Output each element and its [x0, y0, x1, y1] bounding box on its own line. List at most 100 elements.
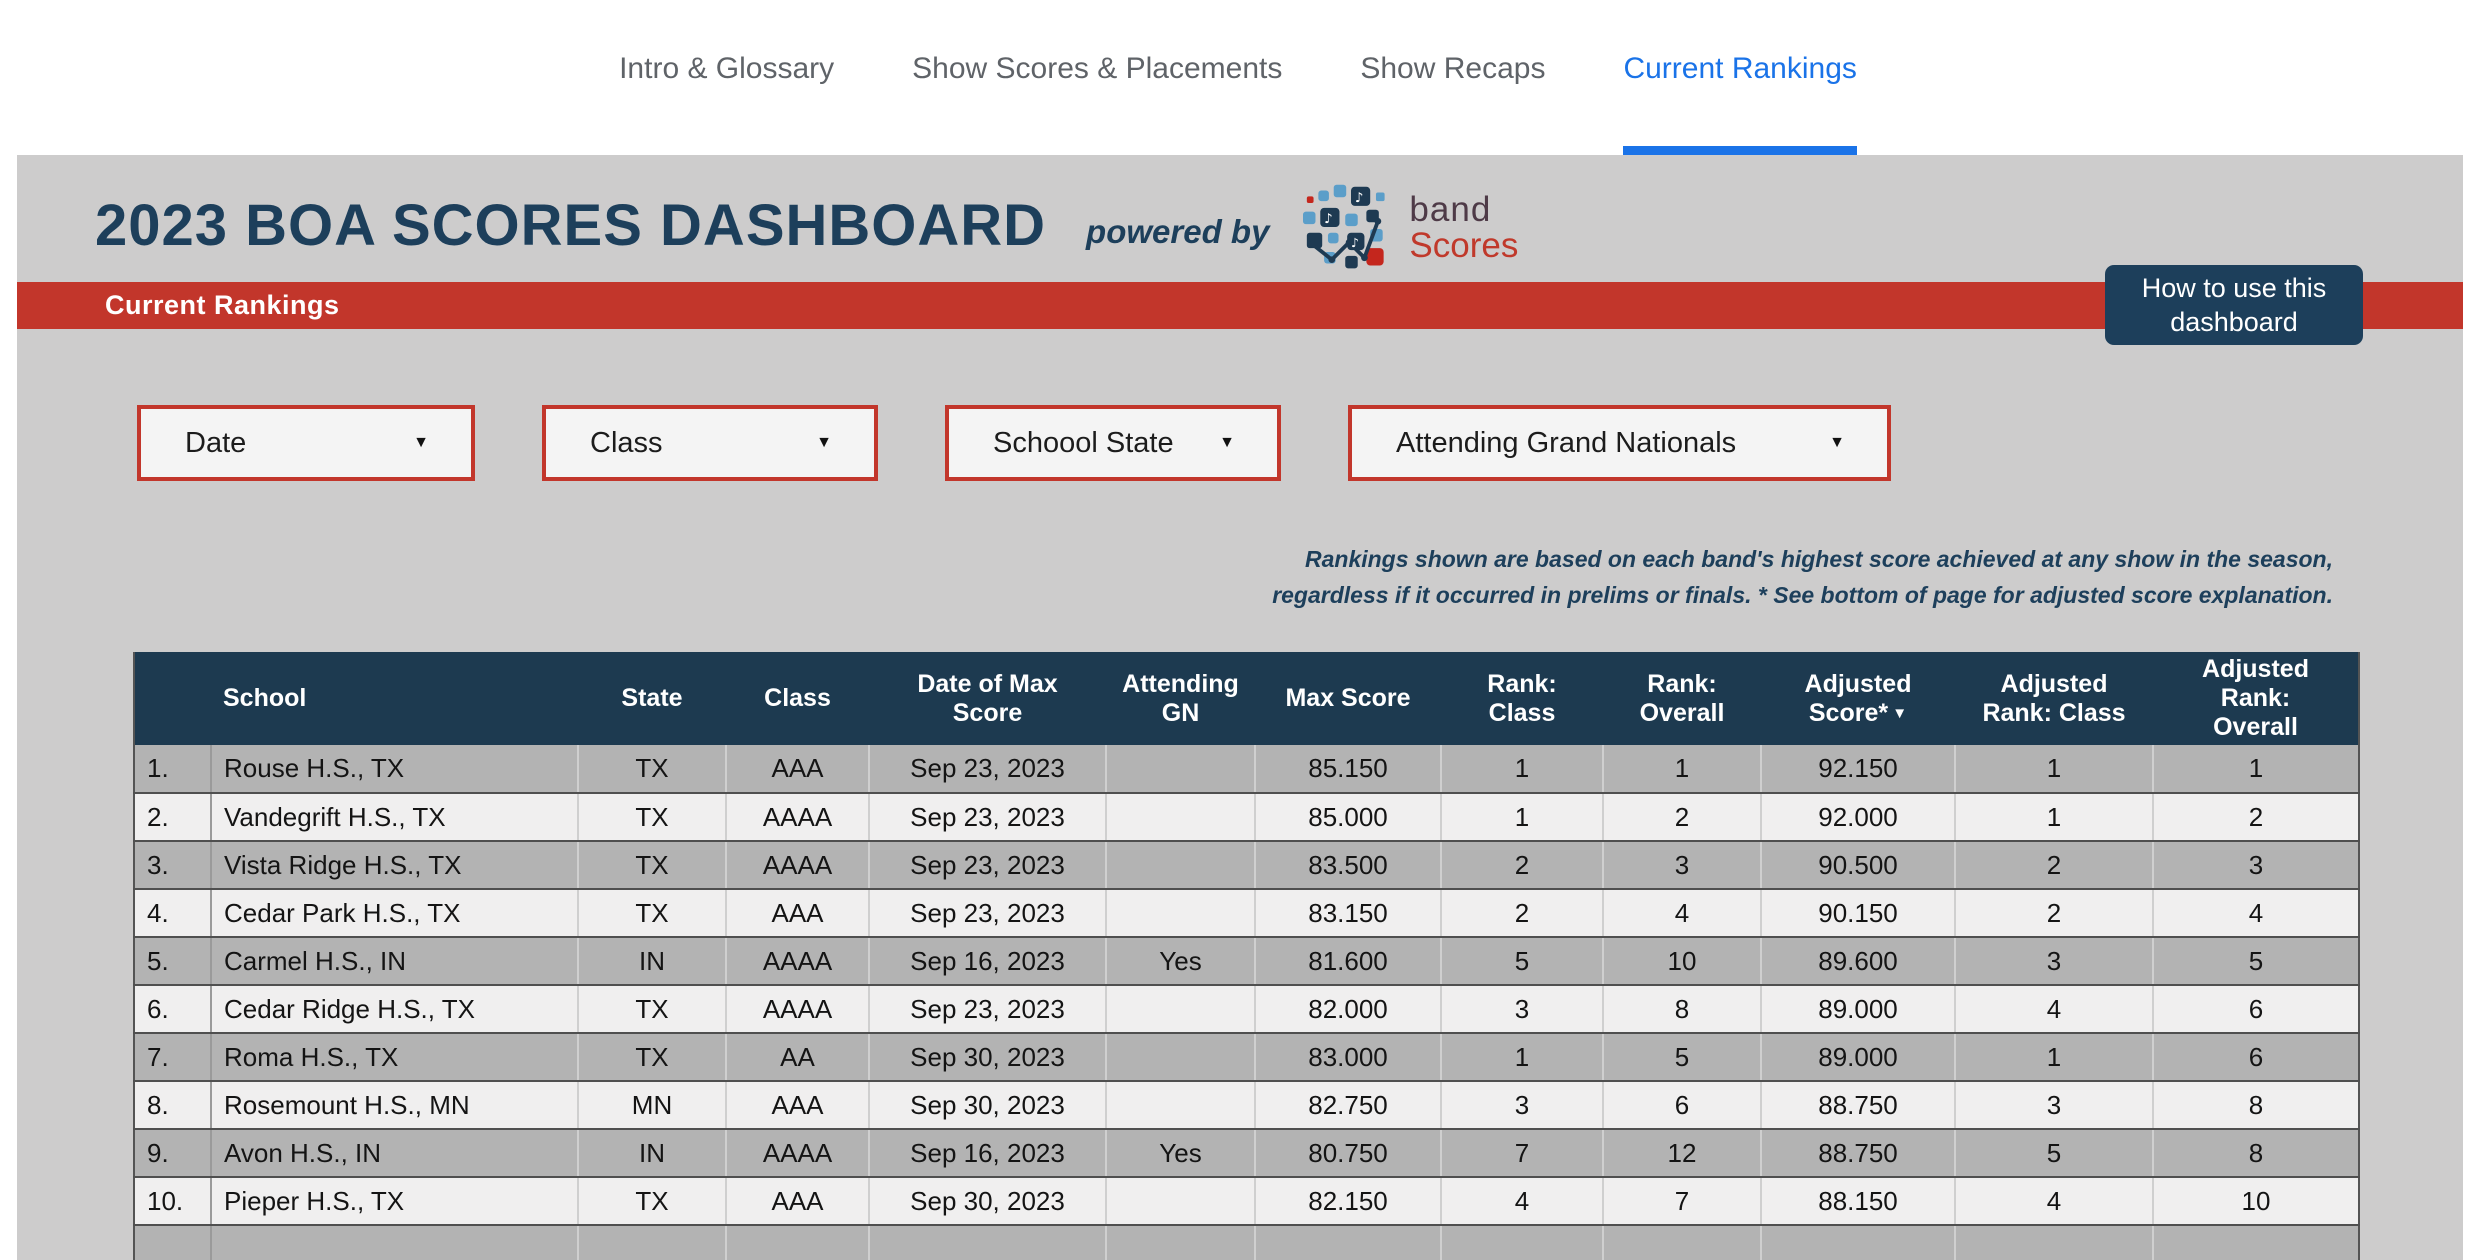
rank-number-cell: 10.	[134, 1177, 211, 1226]
bandscores-logo: ♪ ♪ ♪ band Scores	[1303, 184, 1518, 272]
dropdown-caret-icon: ▼	[816, 434, 832, 451]
column-header-adjusted-score[interactable]: Adjusted Score* ▼	[1761, 652, 1955, 745]
adjusted-rank-class-cell: 2	[1954, 889, 2153, 938]
filter-label: Schoool State	[993, 426, 1174, 459]
page-title: 2023 BOA SCORES DASHBOARD	[95, 192, 1047, 258]
class-cell: AAA	[725, 1177, 869, 1226]
date-cell: Sep 30, 2023	[868, 1177, 1106, 1226]
rankings-note: Rankings shown are based on each band's …	[1272, 546, 2333, 608]
rank-number-cell: 1.	[134, 745, 211, 794]
state-cell: TX	[577, 985, 726, 1034]
filters-row: Date ▼ Class ▼ Schoool State ▼ Attending Grand…	[137, 405, 1891, 481]
top-navigation: Intro & Glossary Show Scores & Placements…	[0, 0, 2476, 155]
max-score-cell: 83.500	[1254, 841, 1441, 890]
nav-tabs: Intro & Glossary Show Scores & Placements…	[0, 0, 2476, 155]
column-header-date-of-max-score[interactable]: Date of Max Score	[869, 652, 1106, 745]
adjusted-score-cell: 88.750	[1760, 1129, 1955, 1178]
max-score-cell: 83.000	[1254, 1033, 1441, 1082]
dashboard-header: 2023 BOA SCORES DASHBOARD powered by	[17, 155, 2463, 269]
max-score-cell: 80.750	[1254, 1129, 1441, 1178]
column-header-adjusted-rank-class[interactable]: Adjusted Rank: Class	[1955, 652, 2153, 745]
school-cell: Rouse H.S., TX	[210, 745, 578, 794]
tab-show-scores-placements[interactable]: Show Scores & Placements	[912, 52, 1283, 85]
school-cell: Cedar Park H.S., TX	[210, 889, 578, 938]
adjusted-score-cell: 92.000	[1760, 793, 1955, 842]
adjusted-score-cell: 90.500	[1760, 841, 1955, 890]
adjusted-rank-overall-cell: 2	[2152, 793, 2359, 842]
section-title: Current Rankings	[105, 290, 340, 320]
rank-number-cell: 9.	[134, 1129, 211, 1178]
adjusted-rank-class-cell: 1	[1954, 793, 2153, 842]
adjusted-rank-overall-cell: 8	[2152, 1129, 2359, 1178]
state-cell: TX	[577, 745, 726, 794]
rank-overall-cell: 4	[1602, 889, 1761, 938]
max-score-cell: 82.000	[1254, 985, 1441, 1034]
date-cell: Sep 23, 2023	[868, 889, 1106, 938]
attending-gn-cell	[1105, 1033, 1255, 1082]
tab-intro-glossary[interactable]: Intro & Glossary	[619, 52, 835, 85]
section-banner: Current Rankings	[17, 282, 2463, 329]
school-cell: Rosemount H.S., MN	[210, 1081, 578, 1130]
date-cell	[868, 1225, 1106, 1260]
table-row: 7. Roma H.S., TX TX AA Sep 30, 2023 83.000 1 5 8…	[134, 1033, 2359, 1082]
adjusted-rank-overall-cell: 6	[2152, 985, 2359, 1034]
table-row: 6. Cedar Ridge H.S., TX TX AAAA Sep 23, 2023…	[134, 985, 2359, 1034]
column-header-class[interactable]: Class	[726, 652, 869, 745]
filter-schoool-state[interactable]: Schoool State ▼	[945, 405, 1281, 481]
adjusted-rank-class-cell	[1954, 1225, 2153, 1260]
rank-number-cell: 7.	[134, 1033, 211, 1082]
filter-label: Date	[185, 426, 247, 459]
column-header-rank-overall[interactable]: Rank: Overall	[1603, 652, 1761, 745]
table-row: 3. Vista Ridge H.S., TX TX AAAA Sep 23, 2023…	[134, 841, 2359, 890]
rank-class-cell: 3	[1440, 1081, 1603, 1130]
school-cell: Cedar Ridge H.S., TX	[210, 985, 578, 1034]
max-score-cell: 83.150	[1254, 889, 1441, 938]
rank-overall-cell: 5	[1602, 1033, 1761, 1082]
column-header-attending-gn[interactable]: Attending GN	[1106, 652, 1255, 745]
date-cell: Sep 30, 2023	[868, 1033, 1106, 1082]
rank-class-cell: 1	[1440, 793, 1603, 842]
column-header-rank-number[interactable]	[134, 652, 211, 745]
adjusted-rank-overall-cell: 8	[2152, 1081, 2359, 1130]
filter-class[interactable]: Class ▼	[542, 405, 878, 481]
column-header-max-score[interactable]: Max Score	[1255, 652, 1441, 745]
bandscores-logo-text: band Scores	[1409, 192, 1518, 263]
adjusted-score-cell: 89.600	[1760, 937, 1955, 986]
table-header-row: School State Class Date of Max Score Attendi…	[134, 652, 2359, 745]
adjusted-rank-class-cell: 1	[1954, 745, 2153, 794]
svg-text:♪: ♪	[1325, 212, 1334, 227]
adjusted-score-cell: 92.150	[1760, 745, 1955, 794]
help-button[interactable]: How to use this dashboard	[2105, 265, 2363, 345]
column-header-adjusted-rank-overall[interactable]: Adjusted Rank: Overall	[2153, 652, 2359, 745]
max-score-cell: 85.000	[1254, 793, 1441, 842]
column-header-state[interactable]: State	[578, 652, 726, 745]
rank-class-cell: 4	[1440, 1177, 1603, 1226]
filter-date[interactable]: Date ▼	[137, 405, 475, 481]
date-cell: Sep 30, 2023	[868, 1081, 1106, 1130]
school-cell: Vista Ridge H.S., TX	[210, 841, 578, 890]
column-header-rank-class[interactable]: Rank: Class	[1441, 652, 1603, 745]
dashboard-content: 2023 BOA SCORES DASHBOARD powered by	[17, 155, 2463, 1260]
state-cell: TX	[577, 1033, 726, 1082]
date-cell: Sep 16, 2023	[868, 937, 1106, 986]
table-row: 9. Avon H.S., IN IN AAAA Sep 16, 2023 Yes 80.7…	[134, 1129, 2359, 1178]
rank-overall-cell: 1	[1602, 745, 1761, 794]
state-cell	[577, 1225, 726, 1260]
svg-text:♪: ♪	[1351, 235, 1359, 250]
table-row: 1. Rouse H.S., TX TX AAA Sep 23, 2023 85.150 1…	[134, 745, 2359, 794]
column-header-school[interactable]: School	[211, 652, 578, 745]
attending-gn-cell	[1105, 745, 1255, 794]
rank-overall-cell: 3	[1602, 841, 1761, 890]
adjusted-rank-class-cell: 4	[1954, 1177, 2153, 1226]
attending-gn-cell	[1105, 793, 1255, 842]
rank-overall-cell	[1602, 1225, 1761, 1260]
filter-label: Class	[590, 426, 663, 459]
adjusted-rank-class-cell: 5	[1954, 1129, 2153, 1178]
rank-overall-cell: 12	[1602, 1129, 1761, 1178]
tab-current-rankings[interactable]: Current Rankings	[1623, 52, 1858, 155]
adjusted-rank-overall-cell	[2152, 1225, 2359, 1260]
filter-attending-grand-nationals[interactable]: Attending Grand Nationals ▼	[1348, 405, 1891, 481]
date-cell: Sep 16, 2023	[868, 1129, 1106, 1178]
state-cell: MN	[577, 1081, 726, 1130]
tab-show-recaps[interactable]: Show Recaps	[1360, 52, 1546, 85]
